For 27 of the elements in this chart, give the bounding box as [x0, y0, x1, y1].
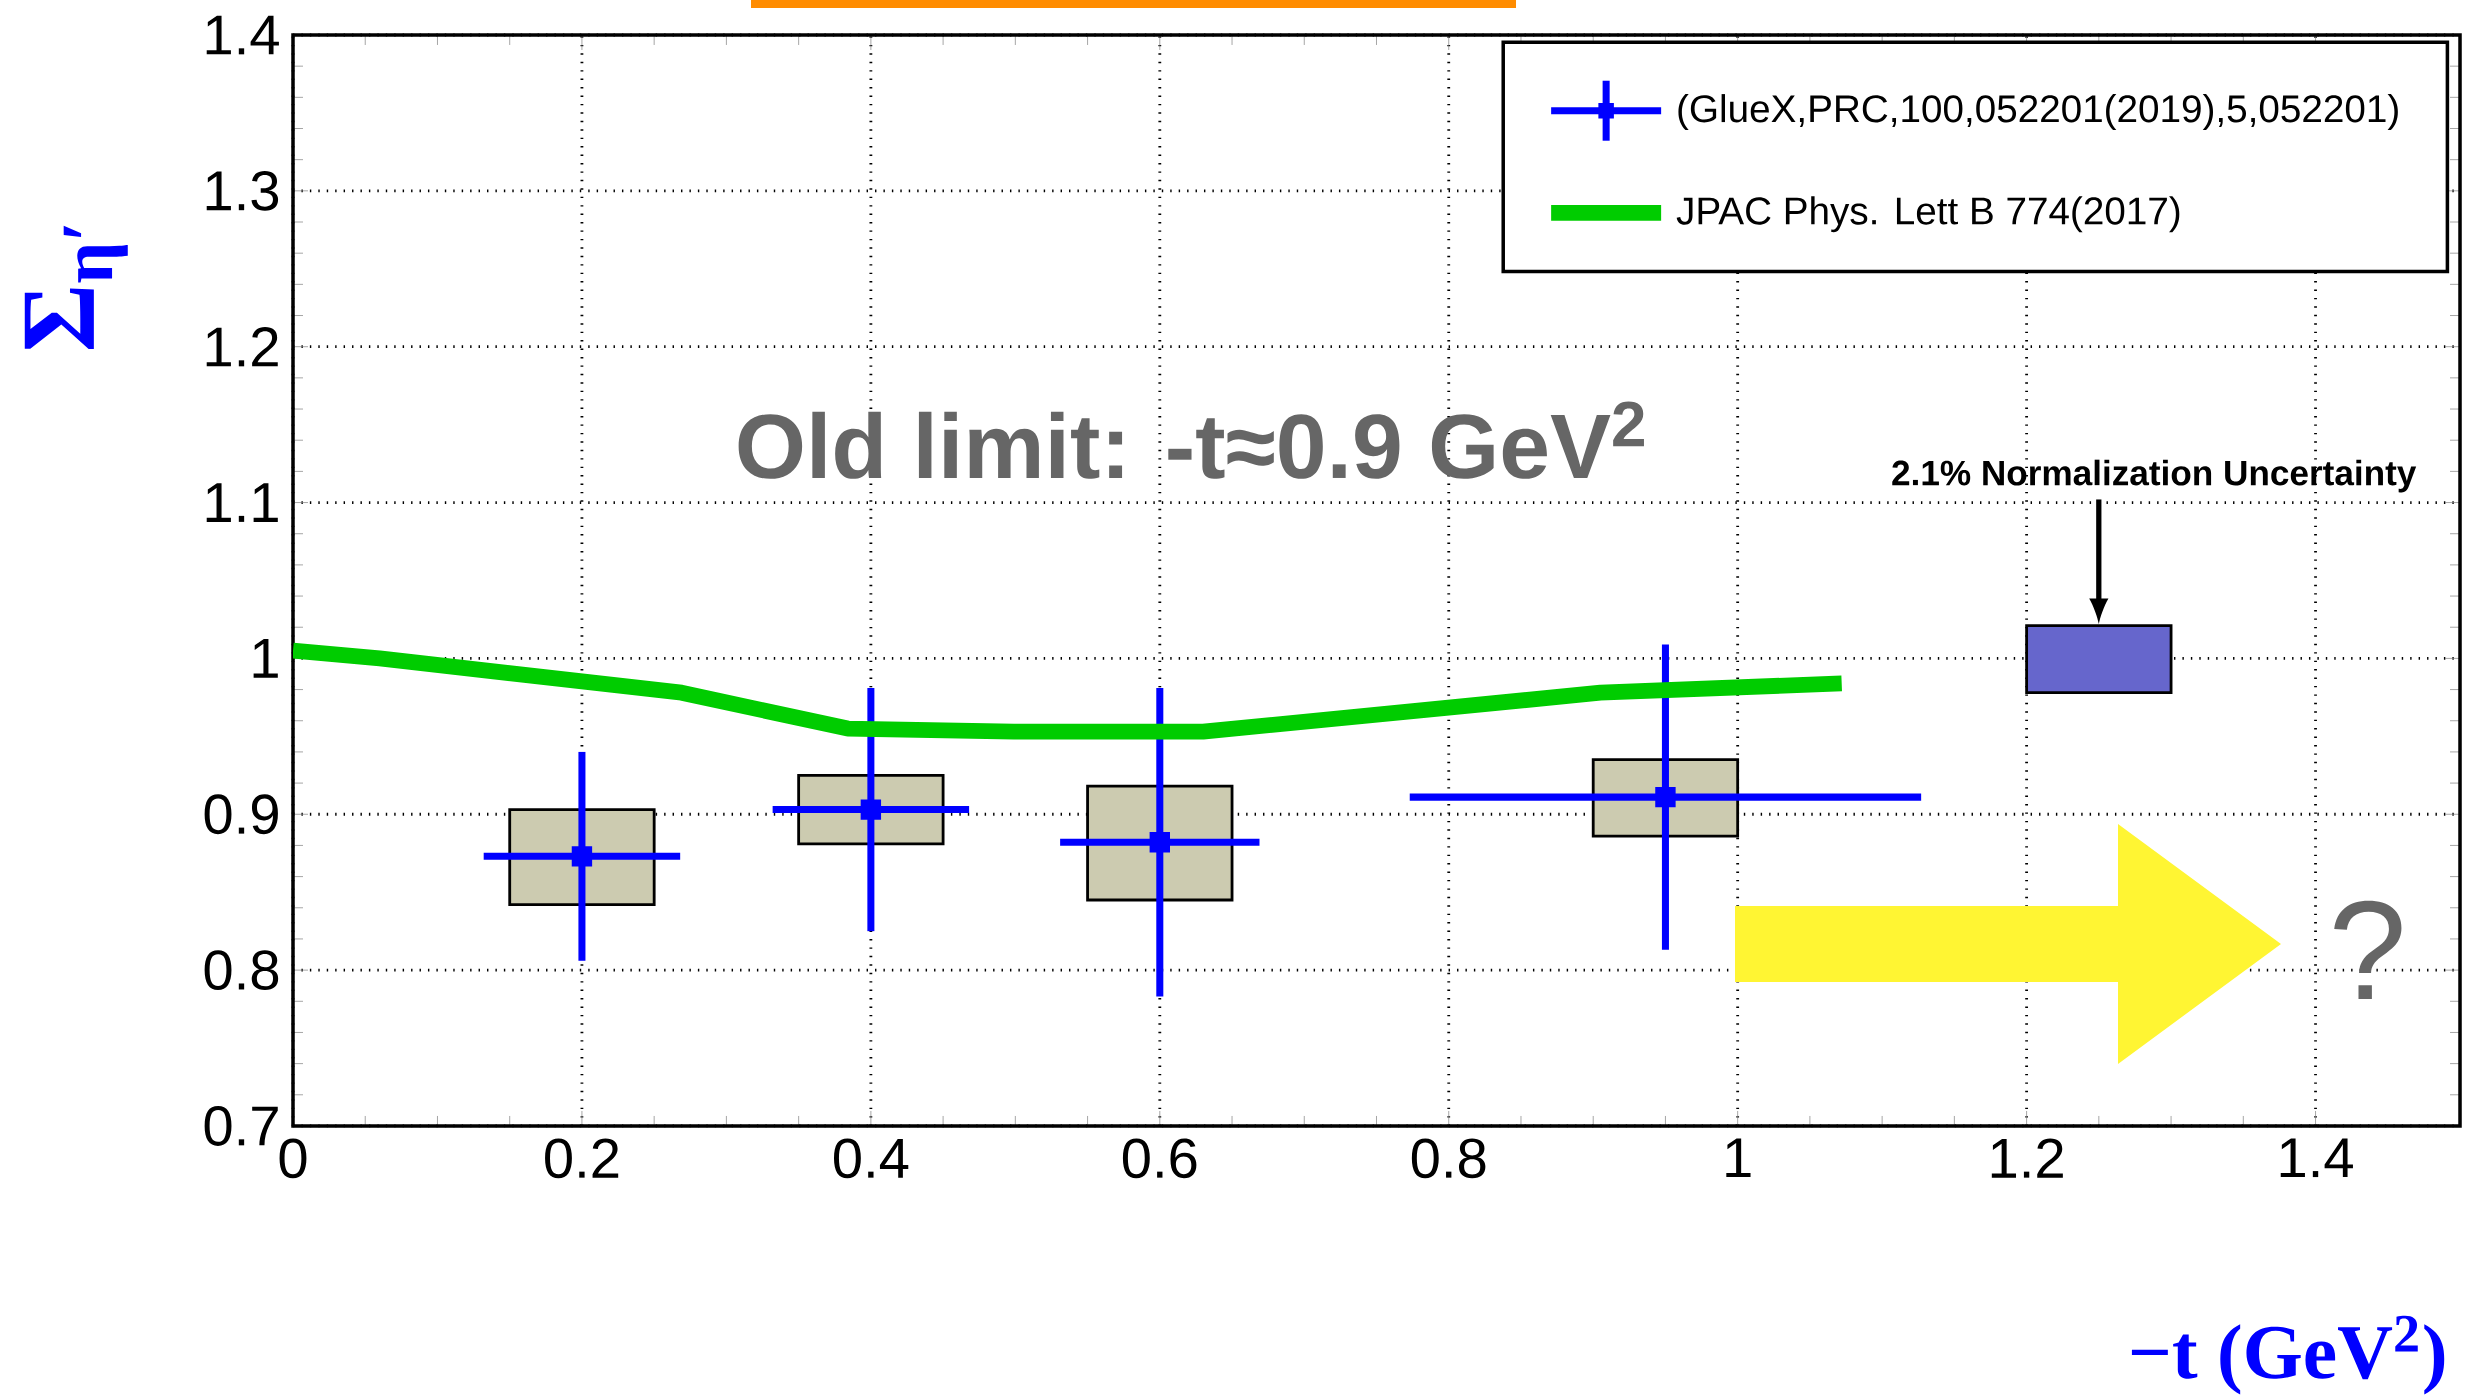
legend-label: JPAC Phys. Lett B 774(2017): [1676, 196, 2180, 233]
y-axis-title: Σ$_{η′}$: [24, 225, 128, 350]
x-tick-label: 1: [1726, 1138, 1751, 1178]
point: [1655, 786, 1676, 808]
y-tick-label: 1: [253, 639, 278, 678]
point: [860, 799, 882, 820]
y-tick-label: 1.1: [206, 483, 278, 522]
point: [571, 846, 593, 867]
x-tick-label: 0: [279, 1138, 307, 1179]
x-tick-label: 1.4: [2280, 1138, 2353, 1178]
y-tick-label: 0.7: [204, 1106, 278, 1146]
x-tick-label: 0.4: [833, 1138, 909, 1179]
y-tick-label: 1.2: [206, 327, 278, 367]
y-tick-label: 0.8: [204, 950, 279, 991]
x-tick-label: 0.2: [545, 1138, 619, 1179]
x-axis-title: −t (GeV$^{2}$): [2131, 1315, 2445, 1395]
x-tick-label: 0.6: [1122, 1138, 1197, 1179]
point: [1149, 832, 1171, 853]
annotation: ?: [2334, 900, 2402, 999]
annotation: Old limit: -t≈0.9 GeV$^{2}$: [738, 401, 1644, 479]
x-tick-label: 0.8: [1411, 1138, 1486, 1179]
annotation: 2.1% Normalization Uncertainty: [1892, 459, 2417, 493]
y-tick-label: 1.3: [206, 170, 279, 211]
x-tick-label: 1.2: [1991, 1138, 2063, 1178]
legend-label: (GlueX,PRC,100,052201(2019),5,052201): [1678, 94, 2398, 131]
y-tick-label: 1.4: [206, 15, 279, 55]
y-tick-label: 0.9: [204, 794, 278, 835]
